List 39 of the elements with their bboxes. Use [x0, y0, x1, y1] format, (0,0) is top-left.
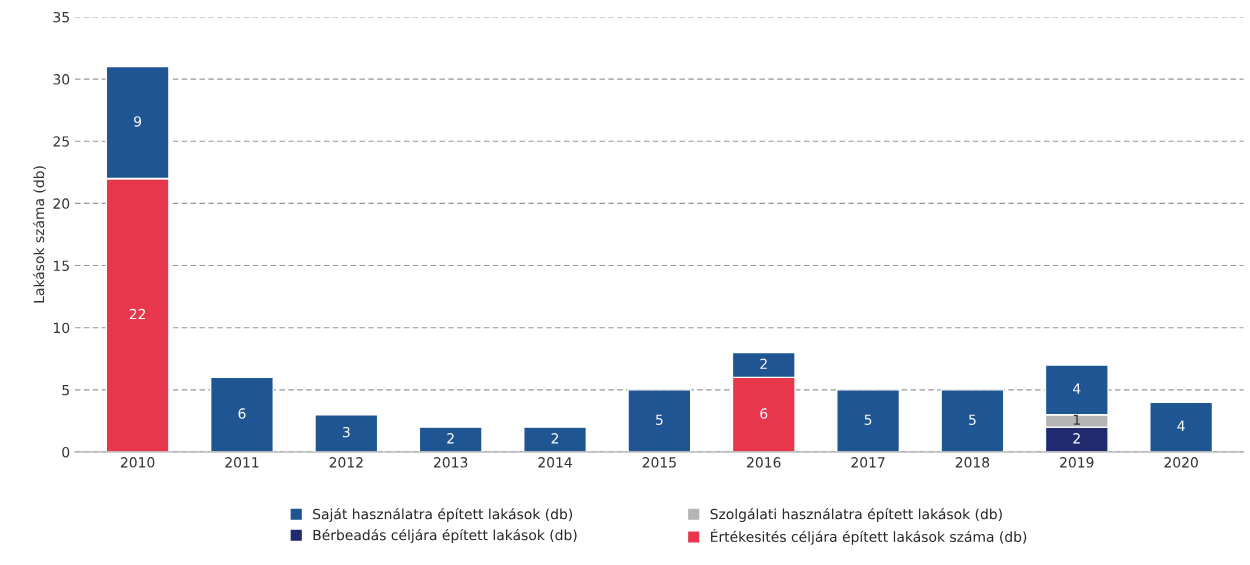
data-label: 5 [864, 414, 872, 425]
x-tick-label: 2011 [225, 457, 259, 468]
legend-label: Szolgálati használatra épített lakások (db) [710, 508, 1002, 522]
y-tick-label: 35 [53, 11, 69, 23]
y-tick-label: 0 [62, 446, 70, 458]
x-tick-label: 2017 [851, 457, 885, 468]
x-tick-label: 2020 [1164, 457, 1198, 468]
x-tick-label: 2016 [747, 457, 781, 468]
data-label: 2 [1073, 433, 1080, 444]
data-label: 2 [447, 433, 454, 444]
x-tick-label: 2014 [538, 457, 572, 468]
x-tick-label: 2018 [955, 457, 990, 468]
x-tick-label: 2015 [642, 457, 676, 468]
y-tick-label: 20 [53, 198, 70, 209]
data-label: 4 [1073, 383, 1081, 394]
data-label: 2 [551, 433, 559, 444]
x-tick-label: 2012 [329, 457, 363, 468]
legend-label: Bérbeadás céljára épített lakások (db) [313, 528, 577, 543]
data-label: 5 [969, 414, 976, 425]
legend-label: Saját használatra épített lakások (db) [313, 508, 573, 522]
y-tick-label: 10 [53, 322, 70, 334]
data-label: 9 [134, 116, 142, 127]
y-tick-label: 5 [62, 385, 69, 396]
data-label: 22 [129, 308, 146, 320]
y-tick-label: 30 [53, 74, 70, 85]
data-label: 4 [1177, 420, 1185, 431]
data-label: 6 [238, 408, 246, 419]
data-label: 5 [656, 414, 663, 425]
data-label: 1 [1073, 414, 1080, 425]
x-tick-label: 2010 [120, 457, 155, 468]
x-tick-label: 2019 [1060, 457, 1094, 468]
data-label: 2 [760, 358, 767, 369]
y-axis-title: Lakások száma (db) [32, 166, 46, 303]
data-label: 6 [760, 408, 768, 419]
x-tick-label: 2013 [434, 457, 468, 468]
legend-label: Értékesités céljára épített lakások száma (db) [711, 528, 1027, 545]
y-tick-label: 25 [53, 136, 69, 147]
y-tick-label: 15 [53, 260, 69, 272]
data-label: 3 [342, 426, 350, 438]
